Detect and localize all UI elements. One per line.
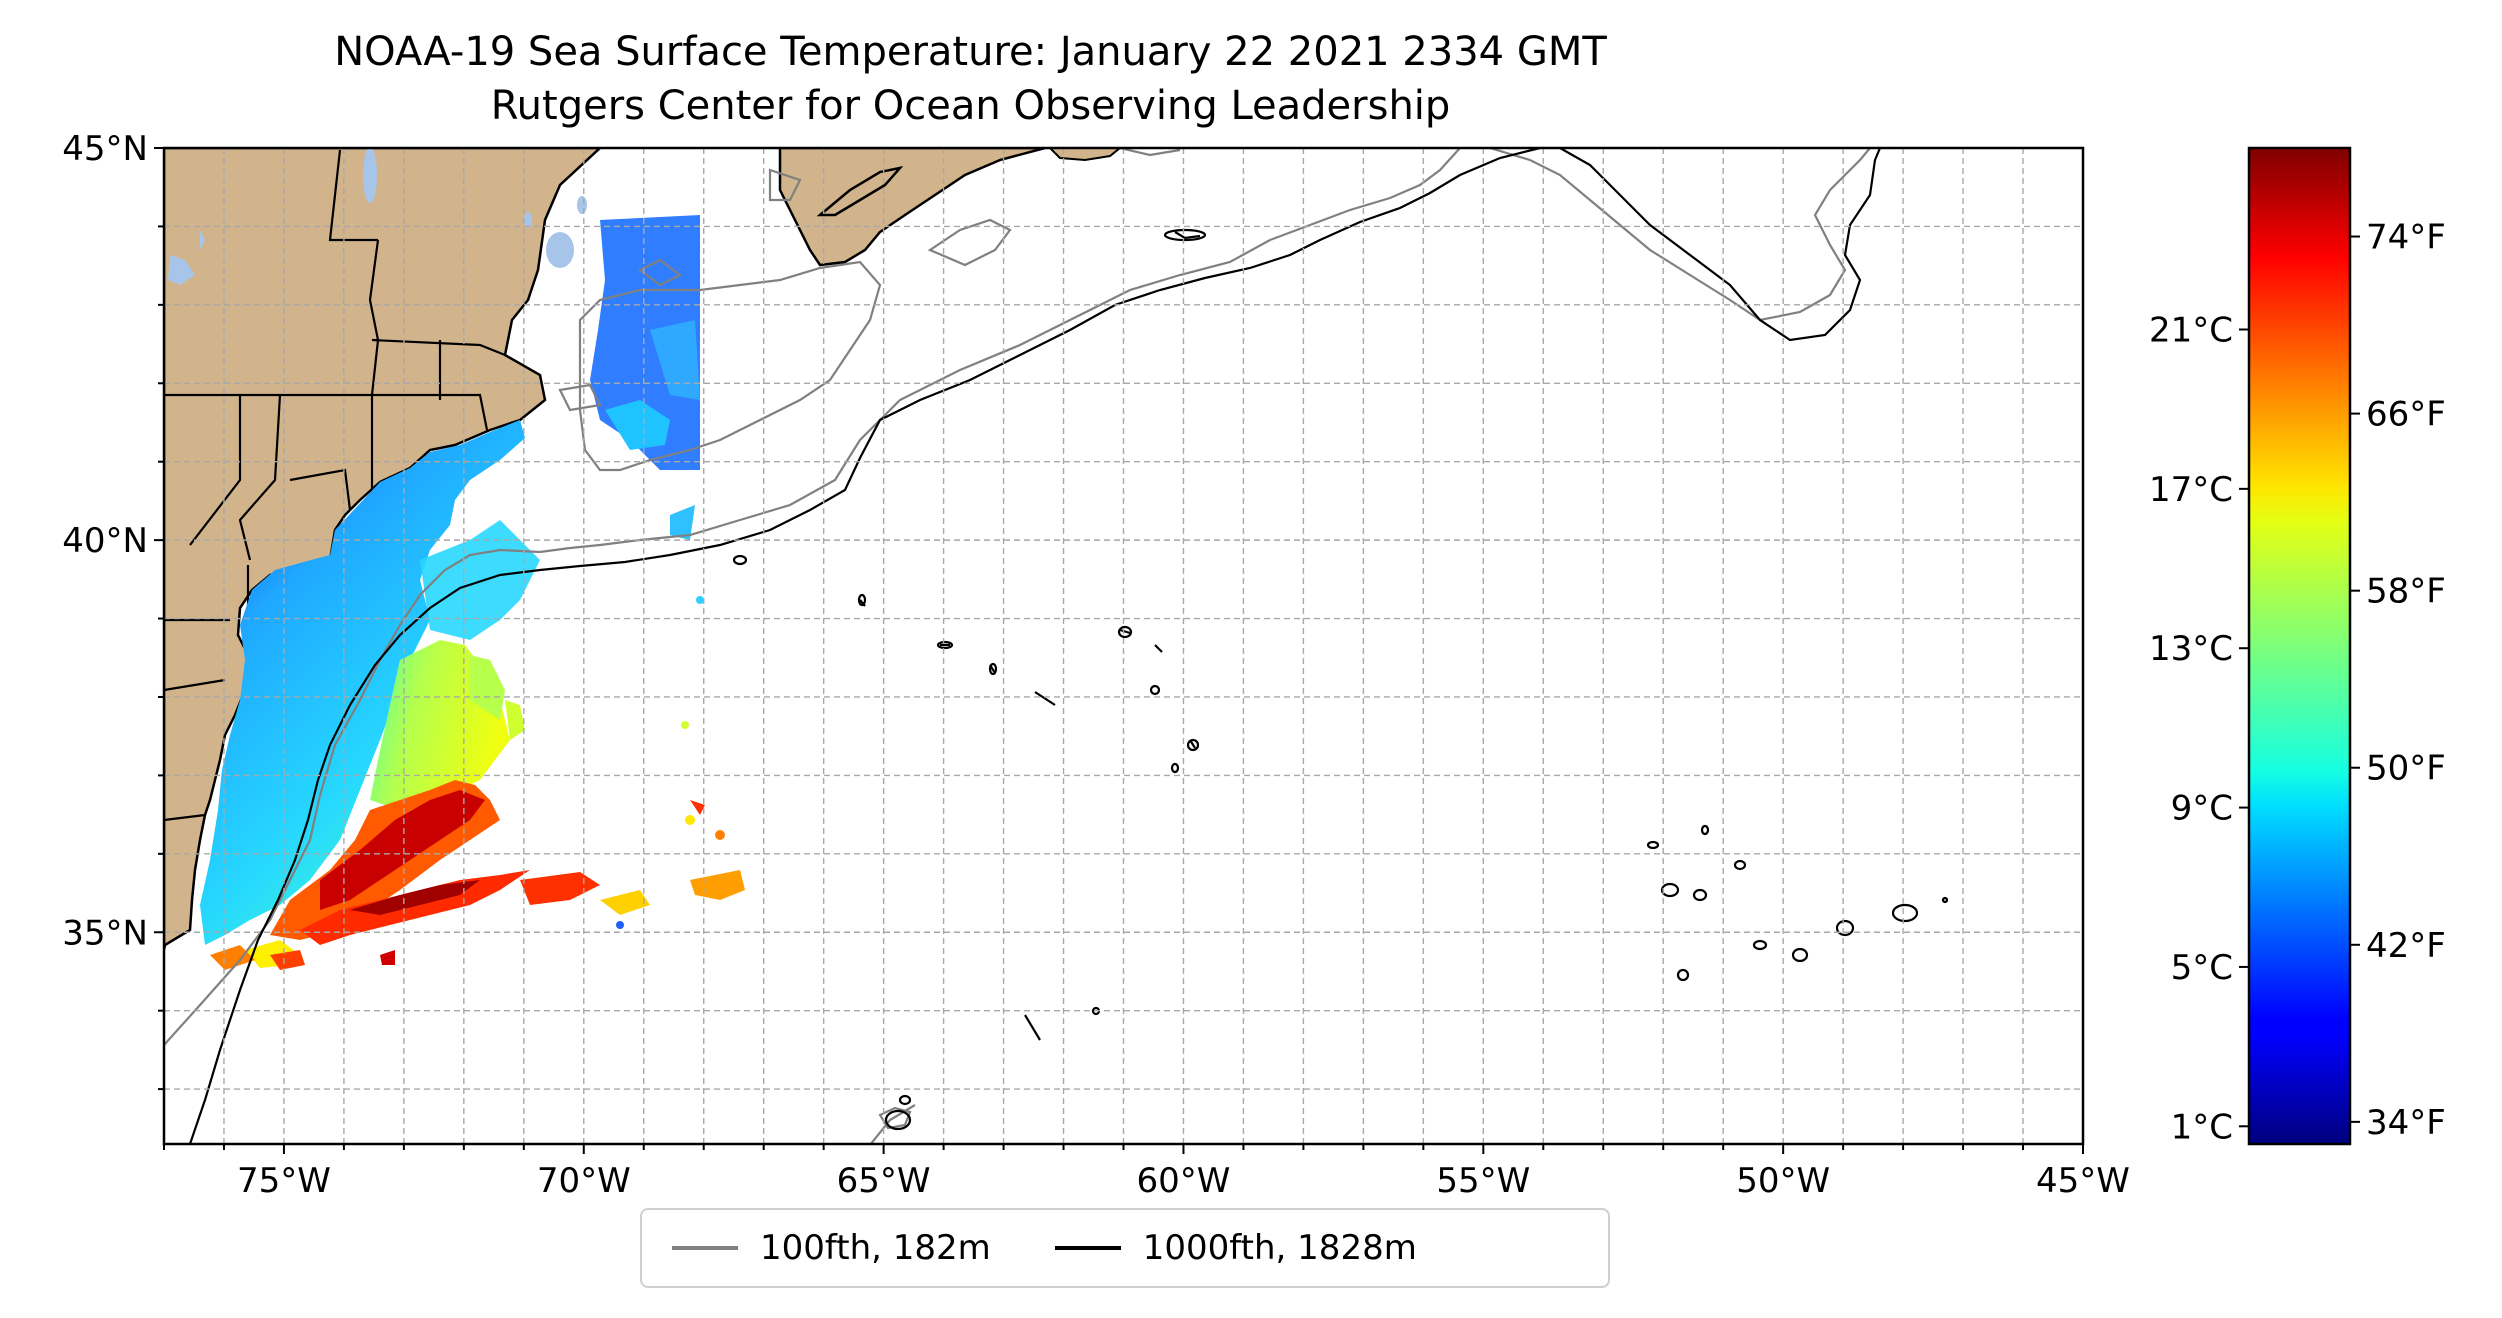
latitude-tick-label: 45°N	[62, 129, 148, 169]
legend-swatch-gray-line	[672, 1246, 738, 1250]
longitude-tick-label: 75°W	[237, 1161, 331, 1201]
longitude-tick-label: 50°W	[1736, 1161, 1830, 1201]
sea-surface-temperature-field	[200, 215, 745, 970]
colorbar-gradient	[2249, 148, 2350, 1144]
map-axis-labels: 75°W 70°W 65°W 60°W 55°W 50°W 45°W 35°N 40°N 45°N	[62, 129, 2130, 1201]
isobath-1000fth	[188, 148, 1949, 1144]
colorbar-fahrenheit-axis: 34°F 42°F 50°F 58°F 66°F 74°F	[2350, 218, 2446, 1143]
lakes	[168, 148, 587, 285]
latitude-tick-label: 40°N	[62, 521, 148, 561]
colorbar-fahrenheit-label: 58°F	[2366, 572, 2446, 612]
colorbar-fahrenheit-label: 50°F	[2366, 749, 2446, 789]
map-area	[164, 148, 2083, 1144]
colorbar-celsius-label: 9°C	[2171, 789, 2233, 829]
legend-item-100fth: 100fth, 182m	[642, 1228, 991, 1268]
colorbar-fahrenheit-label: 42°F	[2366, 926, 2446, 966]
latitude-tick-label: 35°N	[62, 913, 148, 953]
longitude-tick-label: 65°W	[837, 1161, 931, 1201]
colorbar-celsius-label: 17°C	[2149, 470, 2233, 510]
longitude-tick-label: 70°W	[537, 1161, 631, 1201]
gridlines	[164, 148, 2083, 1144]
longitude-tick-label: 45°W	[2036, 1161, 2130, 1201]
longitude-tick-label: 60°W	[1137, 1161, 1231, 1201]
colorbar-celsius-label: 1°C	[2171, 1107, 2233, 1147]
map-subtitle: Rutgers Center for Ocean Observing Leade…	[490, 83, 1451, 129]
colorbar-fahrenheit-label: 74°F	[2366, 218, 2446, 258]
legend-label-1000fth: 1000fth, 1828m	[1142, 1228, 1417, 1268]
map-title: NOAA-19 Sea Surface Temperature: January…	[334, 29, 1607, 75]
legend-item-1000fth: 1000fth, 1828m	[1025, 1228, 1417, 1268]
legend-label-100fth: 100fth, 182m	[760, 1228, 991, 1268]
colorbar-celsius-label: 5°C	[2171, 948, 2233, 988]
map-axis-ticks	[154, 147, 2084, 1154]
colorbar-celsius-axis: 1°C 5°C 9°C 13°C 17°C 21°C	[2149, 310, 2249, 1147]
legend-swatch-black-line	[1054, 1246, 1121, 1250]
colorbar: 1°C 5°C 9°C 13°C 17°C 21°C 34°F 42°F 50°F 58°F 66…	[2149, 146, 2446, 1147]
colorbar-fahrenheit-label: 34°F	[2366, 1103, 2446, 1143]
colorbar-celsius-label: 13°C	[2149, 629, 2233, 669]
isobath-legend: 100fth, 182m 1000fth, 1828m	[640, 1208, 1610, 1288]
longitude-tick-label: 55°W	[1436, 1161, 1530, 1201]
colorbar-celsius-label: 21°C	[2149, 310, 2233, 350]
colorbar-frame	[2247, 146, 2352, 1146]
colorbar-fahrenheit-label: 66°F	[2366, 395, 2446, 435]
